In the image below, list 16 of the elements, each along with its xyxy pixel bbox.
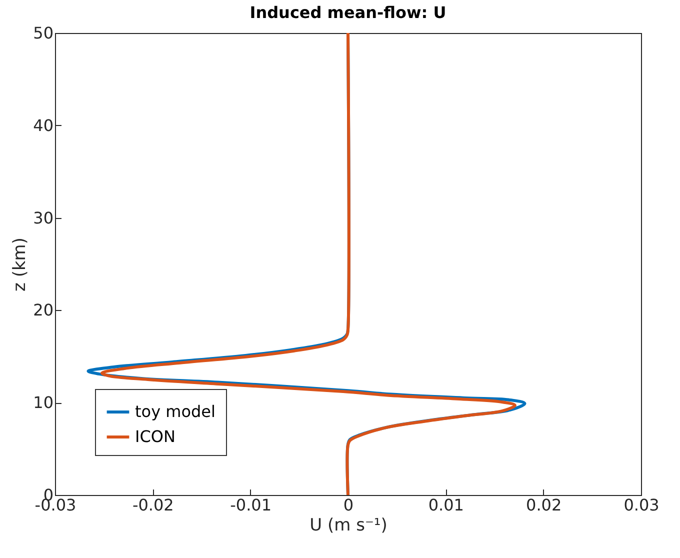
y-tick-label: 50 bbox=[33, 24, 54, 42]
legend-label: toy model bbox=[135, 402, 216, 421]
y-tick-label: 30 bbox=[33, 208, 54, 228]
y-tick-label: 40 bbox=[33, 116, 54, 135]
x-tick-label: 0.01 bbox=[428, 496, 464, 514]
y-axis-title: z (km) bbox=[10, 238, 30, 292]
legend-label: ICON bbox=[135, 427, 176, 446]
y-tick-label: 10 bbox=[33, 393, 54, 412]
y-tick-label: 20 bbox=[33, 300, 54, 320]
x-tick-label: 0.03 bbox=[624, 496, 660, 514]
x-axis-title: U (m s⁻¹) bbox=[310, 516, 388, 536]
x-tick-label: 0 bbox=[343, 496, 354, 514]
x-tick-label: 0.02 bbox=[526, 496, 562, 514]
chart-title: Induced mean-flow: U bbox=[250, 3, 446, 22]
x-tick-label: -0.02 bbox=[132, 496, 174, 514]
x-tick-label: -0.01 bbox=[230, 496, 272, 514]
